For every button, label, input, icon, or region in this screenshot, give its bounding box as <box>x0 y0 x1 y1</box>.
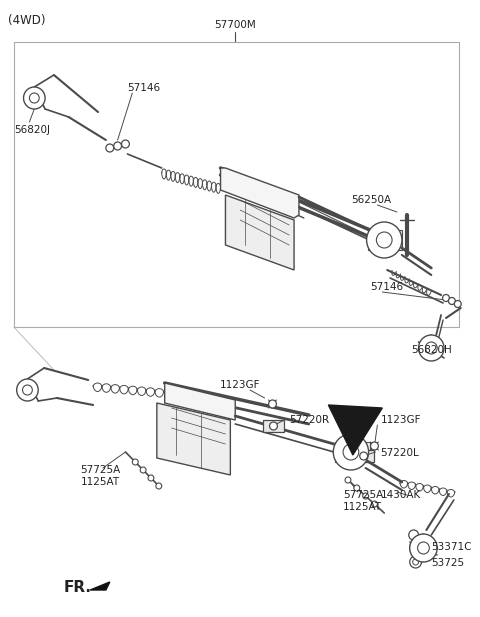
Text: 1123GF: 1123GF <box>219 380 260 390</box>
Circle shape <box>410 534 437 562</box>
Polygon shape <box>90 582 110 590</box>
Circle shape <box>367 222 402 258</box>
Text: FR.: FR. <box>64 580 92 595</box>
Circle shape <box>132 459 138 465</box>
Text: 57220R: 57220R <box>289 415 329 425</box>
Circle shape <box>156 483 162 489</box>
Circle shape <box>372 501 377 507</box>
Circle shape <box>24 87 45 109</box>
Circle shape <box>270 422 277 430</box>
Circle shape <box>114 142 121 150</box>
Text: 1125AT: 1125AT <box>80 477 120 487</box>
Text: 53725: 53725 <box>432 558 465 568</box>
Circle shape <box>371 442 378 450</box>
Circle shape <box>343 444 359 460</box>
Text: 1123GF: 1123GF <box>380 415 421 425</box>
Bar <box>353 450 374 462</box>
Circle shape <box>418 542 429 554</box>
Circle shape <box>333 434 369 470</box>
Circle shape <box>345 477 351 483</box>
Circle shape <box>410 556 421 568</box>
Text: 56250A: 56250A <box>351 195 391 205</box>
Bar <box>263 420 284 432</box>
Text: 1125AT: 1125AT <box>343 502 382 512</box>
Text: 57146: 57146 <box>127 83 160 93</box>
Polygon shape <box>165 383 235 420</box>
Polygon shape <box>157 403 230 475</box>
Text: 57725A: 57725A <box>343 490 384 500</box>
Polygon shape <box>328 405 382 455</box>
Circle shape <box>425 342 437 354</box>
Circle shape <box>419 335 444 361</box>
Circle shape <box>376 232 392 248</box>
Circle shape <box>409 530 419 540</box>
Circle shape <box>455 300 461 307</box>
Polygon shape <box>226 195 294 270</box>
Bar <box>14 42 459 327</box>
Circle shape <box>17 379 38 401</box>
Text: 56820H: 56820H <box>412 345 453 355</box>
Text: (4WD): (4WD) <box>8 14 45 27</box>
Circle shape <box>443 294 449 302</box>
Circle shape <box>414 545 420 551</box>
Text: 57146: 57146 <box>371 282 404 292</box>
Text: 56820J: 56820J <box>14 125 50 135</box>
Circle shape <box>448 297 456 305</box>
Circle shape <box>360 452 368 460</box>
Bar <box>368 230 402 250</box>
Circle shape <box>413 559 419 565</box>
Text: 57220L: 57220L <box>380 448 419 458</box>
Circle shape <box>121 140 130 148</box>
Circle shape <box>140 467 146 473</box>
Text: 57725A: 57725A <box>80 465 120 475</box>
Text: 57700M: 57700M <box>215 20 256 30</box>
Bar <box>335 442 370 462</box>
Circle shape <box>29 93 39 103</box>
Polygon shape <box>220 168 299 218</box>
Circle shape <box>354 485 360 491</box>
Circle shape <box>269 400 276 408</box>
Circle shape <box>410 541 423 555</box>
Text: 53371C: 53371C <box>432 542 472 552</box>
Circle shape <box>106 144 114 152</box>
Circle shape <box>148 475 154 481</box>
Circle shape <box>363 493 369 499</box>
Circle shape <box>23 385 32 395</box>
Text: 1430AK: 1430AK <box>380 490 420 500</box>
